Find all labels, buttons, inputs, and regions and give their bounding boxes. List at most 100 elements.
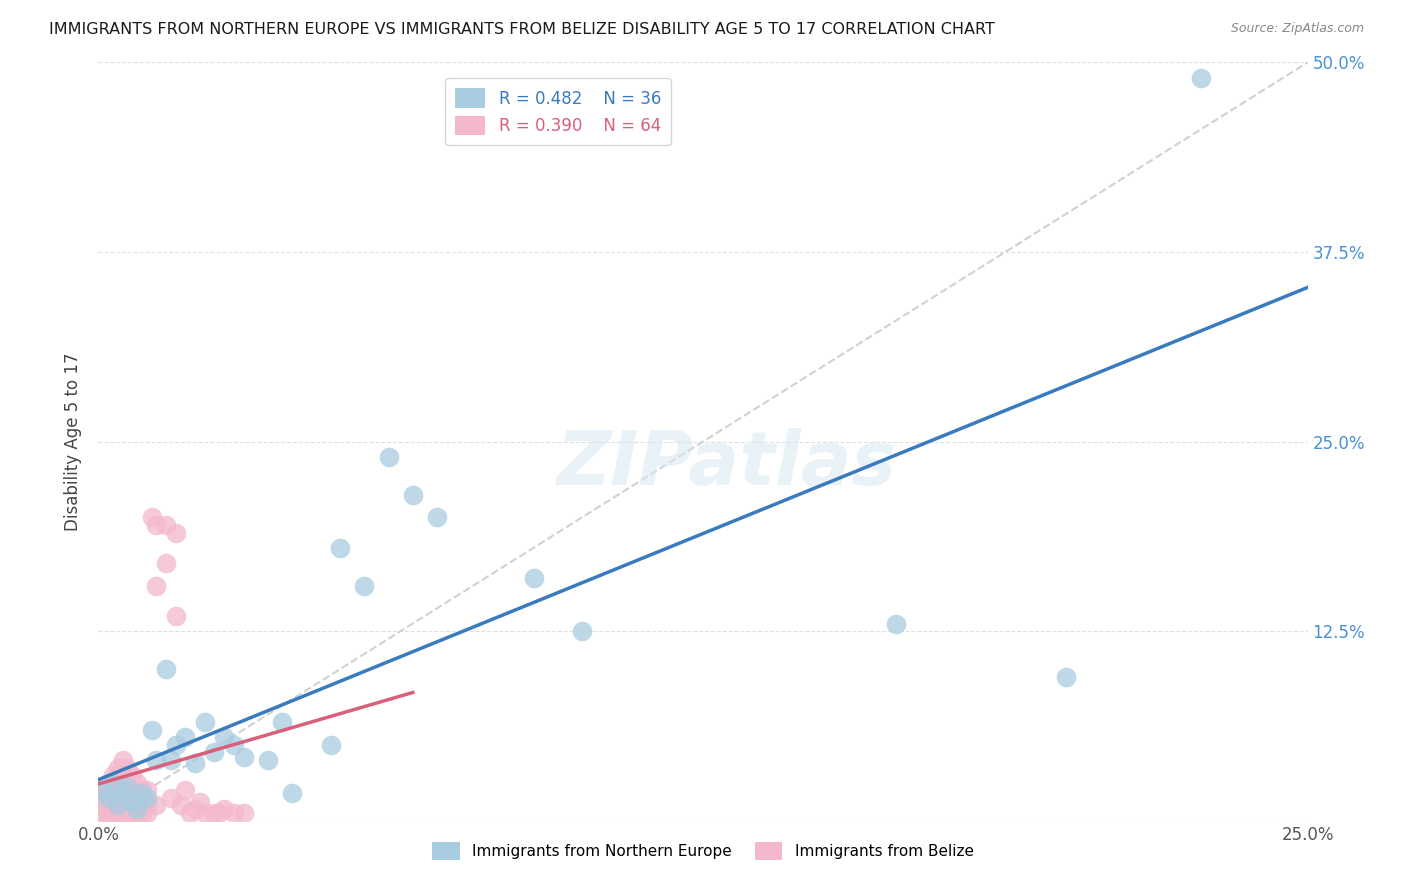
Point	[145, 579, 167, 593]
Point	[222, 738, 245, 752]
Point	[107, 798, 129, 813]
Point	[111, 783, 134, 797]
Point	[160, 791, 183, 805]
Point	[107, 798, 129, 813]
Point	[174, 730, 197, 744]
Point	[131, 786, 153, 800]
Point	[121, 796, 143, 810]
Point	[194, 715, 217, 730]
Point	[117, 776, 139, 790]
Point	[121, 768, 143, 782]
Point	[91, 791, 114, 805]
Point	[212, 730, 235, 744]
Point	[141, 510, 163, 524]
Point	[145, 517, 167, 532]
Point	[184, 801, 207, 815]
Point	[184, 756, 207, 770]
Point	[281, 786, 304, 800]
Point	[194, 806, 217, 821]
Point	[117, 780, 139, 795]
Point	[155, 662, 177, 676]
Point	[111, 753, 134, 767]
Point	[160, 753, 183, 767]
Point	[212, 801, 235, 815]
Point	[256, 753, 278, 767]
Point	[107, 776, 129, 790]
Point	[117, 801, 139, 815]
Point	[101, 768, 124, 782]
Point	[111, 768, 134, 782]
Point	[319, 738, 342, 752]
Point	[111, 786, 134, 800]
Text: ZIPatlas: ZIPatlas	[557, 428, 897, 500]
Point	[117, 760, 139, 774]
Point	[155, 556, 177, 570]
Point	[402, 487, 425, 501]
Point	[101, 776, 124, 790]
Point	[107, 806, 129, 821]
Point	[97, 798, 120, 813]
Point	[204, 746, 226, 760]
Point	[232, 806, 254, 821]
Point	[204, 806, 226, 821]
Point	[886, 616, 908, 631]
Point	[101, 791, 124, 805]
Point	[91, 783, 114, 797]
Y-axis label: Disability Age 5 to 17: Disability Age 5 to 17	[65, 352, 83, 531]
Point	[97, 776, 120, 790]
Point	[145, 798, 167, 813]
Point	[121, 796, 143, 810]
Point	[91, 783, 114, 797]
Point	[131, 783, 153, 797]
Point	[97, 791, 120, 805]
Point	[131, 806, 153, 821]
Point	[222, 806, 245, 821]
Point	[165, 738, 187, 752]
Point	[426, 510, 449, 524]
Point	[111, 806, 134, 821]
Point	[208, 806, 231, 821]
Point	[169, 798, 191, 813]
Legend: Immigrants from Northern Europe, Immigrants from Belize: Immigrants from Northern Europe, Immigra…	[426, 836, 980, 866]
Point	[165, 608, 187, 623]
Point	[127, 776, 149, 790]
Point	[101, 783, 124, 797]
Text: IMMIGRANTS FROM NORTHERN EUROPE VS IMMIGRANTS FROM BELIZE DISABILITY AGE 5 TO 17: IMMIGRANTS FROM NORTHERN EUROPE VS IMMIG…	[49, 22, 995, 37]
Point	[329, 541, 352, 555]
Point	[101, 798, 124, 813]
Point	[121, 806, 143, 821]
Text: Source: ZipAtlas.com: Source: ZipAtlas.com	[1230, 22, 1364, 36]
Point	[97, 783, 120, 797]
Point	[1054, 669, 1077, 683]
Point	[155, 517, 177, 532]
Point	[232, 750, 254, 764]
Point	[135, 791, 157, 805]
Point	[111, 798, 134, 813]
Point	[91, 798, 114, 813]
Point	[101, 776, 124, 790]
Point	[571, 624, 593, 639]
Point	[127, 806, 149, 821]
Point	[91, 806, 114, 821]
Point	[165, 525, 187, 540]
Point	[107, 760, 129, 774]
Point	[141, 723, 163, 737]
Point	[127, 791, 149, 805]
Point	[271, 715, 294, 730]
Point	[97, 806, 120, 821]
Point	[107, 768, 129, 782]
Point	[353, 579, 375, 593]
Point	[107, 791, 129, 805]
Point	[135, 798, 157, 813]
Point	[145, 753, 167, 767]
Point	[121, 783, 143, 797]
Point	[174, 783, 197, 797]
Point	[97, 791, 120, 805]
Point	[179, 806, 201, 821]
Point	[127, 801, 149, 815]
Point	[101, 806, 124, 821]
Point	[117, 791, 139, 805]
Point	[377, 450, 399, 464]
Point	[131, 796, 153, 810]
Point	[135, 806, 157, 821]
